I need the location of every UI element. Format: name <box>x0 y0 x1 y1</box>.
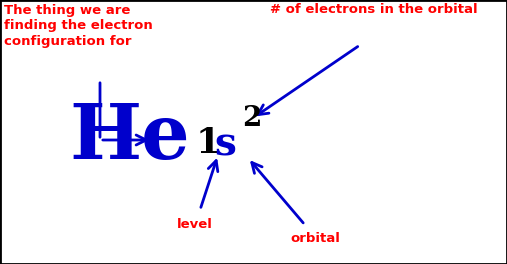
Text: s: s <box>214 126 236 164</box>
Text: 1: 1 <box>196 126 221 160</box>
Text: orbital: orbital <box>290 232 340 245</box>
Text: # of electrons in the orbital: # of electrons in the orbital <box>270 3 478 16</box>
Text: The thing we are
finding the electron
configuration for: The thing we are finding the electron co… <box>4 4 153 48</box>
Text: He: He <box>69 101 190 175</box>
Text: level: level <box>177 218 213 231</box>
Text: 2: 2 <box>242 105 262 131</box>
